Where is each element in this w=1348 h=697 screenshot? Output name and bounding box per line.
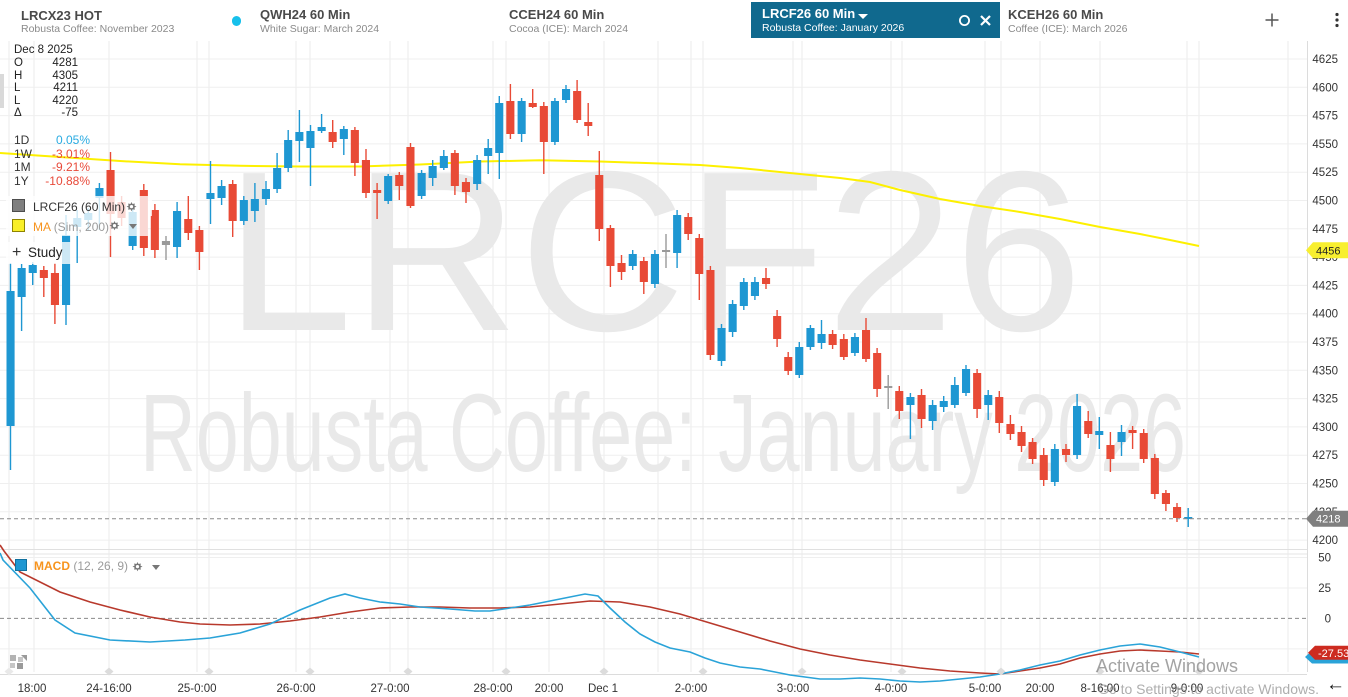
svg-text:3-0:00: 3-0:00 (777, 683, 810, 695)
svg-text:4218: 4218 (1316, 514, 1340, 526)
svg-text:28-0:00: 28-0:00 (473, 683, 512, 695)
svg-text:8-16:00: 8-16:00 (1080, 683, 1119, 695)
svg-text:4375: 4375 (1312, 337, 1338, 349)
svg-text:0: 0 (1325, 613, 1331, 625)
svg-text:4275: 4275 (1312, 450, 1338, 462)
svg-text:4456: 4456 (1316, 245, 1340, 257)
svg-text:4200: 4200 (1312, 535, 1338, 547)
svg-text:4550: 4550 (1312, 139, 1338, 151)
svg-text:4475: 4475 (1312, 224, 1338, 236)
svg-text:4350: 4350 (1312, 365, 1338, 377)
svg-text:4-0:00: 4-0:00 (875, 683, 908, 695)
svg-text:25-0:00: 25-0:00 (177, 683, 216, 695)
svg-text:Dec 1: Dec 1 (588, 683, 618, 695)
svg-text:18:00: 18:00 (18, 683, 47, 695)
svg-text:26-0:00: 26-0:00 (276, 683, 315, 695)
svg-text:20:00: 20:00 (1026, 683, 1055, 695)
svg-text:24-16:00: 24-16:00 (86, 683, 131, 695)
svg-text:9-0:00: 9-0:00 (1171, 683, 1204, 695)
svg-text:5-0:00: 5-0:00 (969, 683, 1002, 695)
svg-text:25: 25 (1318, 583, 1331, 595)
svg-text:4425: 4425 (1312, 280, 1338, 292)
svg-text:Robusta Coffee: January 2026: Robusta Coffee: January 2026 (140, 372, 1186, 495)
svg-text:4325: 4325 (1312, 394, 1338, 406)
svg-text:50: 50 (1318, 553, 1331, 565)
svg-text:4250: 4250 (1312, 479, 1338, 491)
svg-text:27-0:00: 27-0:00 (370, 683, 409, 695)
svg-text:4300: 4300 (1312, 422, 1338, 434)
svg-text:4575: 4575 (1312, 111, 1338, 123)
svg-text:4500: 4500 (1312, 196, 1338, 208)
svg-text:4600: 4600 (1312, 82, 1338, 94)
svg-text:4625: 4625 (1312, 54, 1338, 66)
svg-text:4400: 4400 (1312, 309, 1338, 321)
svg-text:20:00: 20:00 (535, 683, 564, 695)
svg-text:4525: 4525 (1312, 167, 1338, 179)
svg-text:2-0:00: 2-0:00 (675, 683, 708, 695)
svg-text:-27.53: -27.53 (1318, 648, 1348, 660)
